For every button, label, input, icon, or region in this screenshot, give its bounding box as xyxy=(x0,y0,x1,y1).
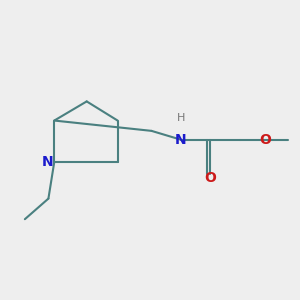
Text: O: O xyxy=(204,171,216,185)
Text: N: N xyxy=(42,155,54,169)
Text: O: O xyxy=(259,133,271,147)
Text: N: N xyxy=(175,133,187,147)
Text: H: H xyxy=(177,112,185,123)
